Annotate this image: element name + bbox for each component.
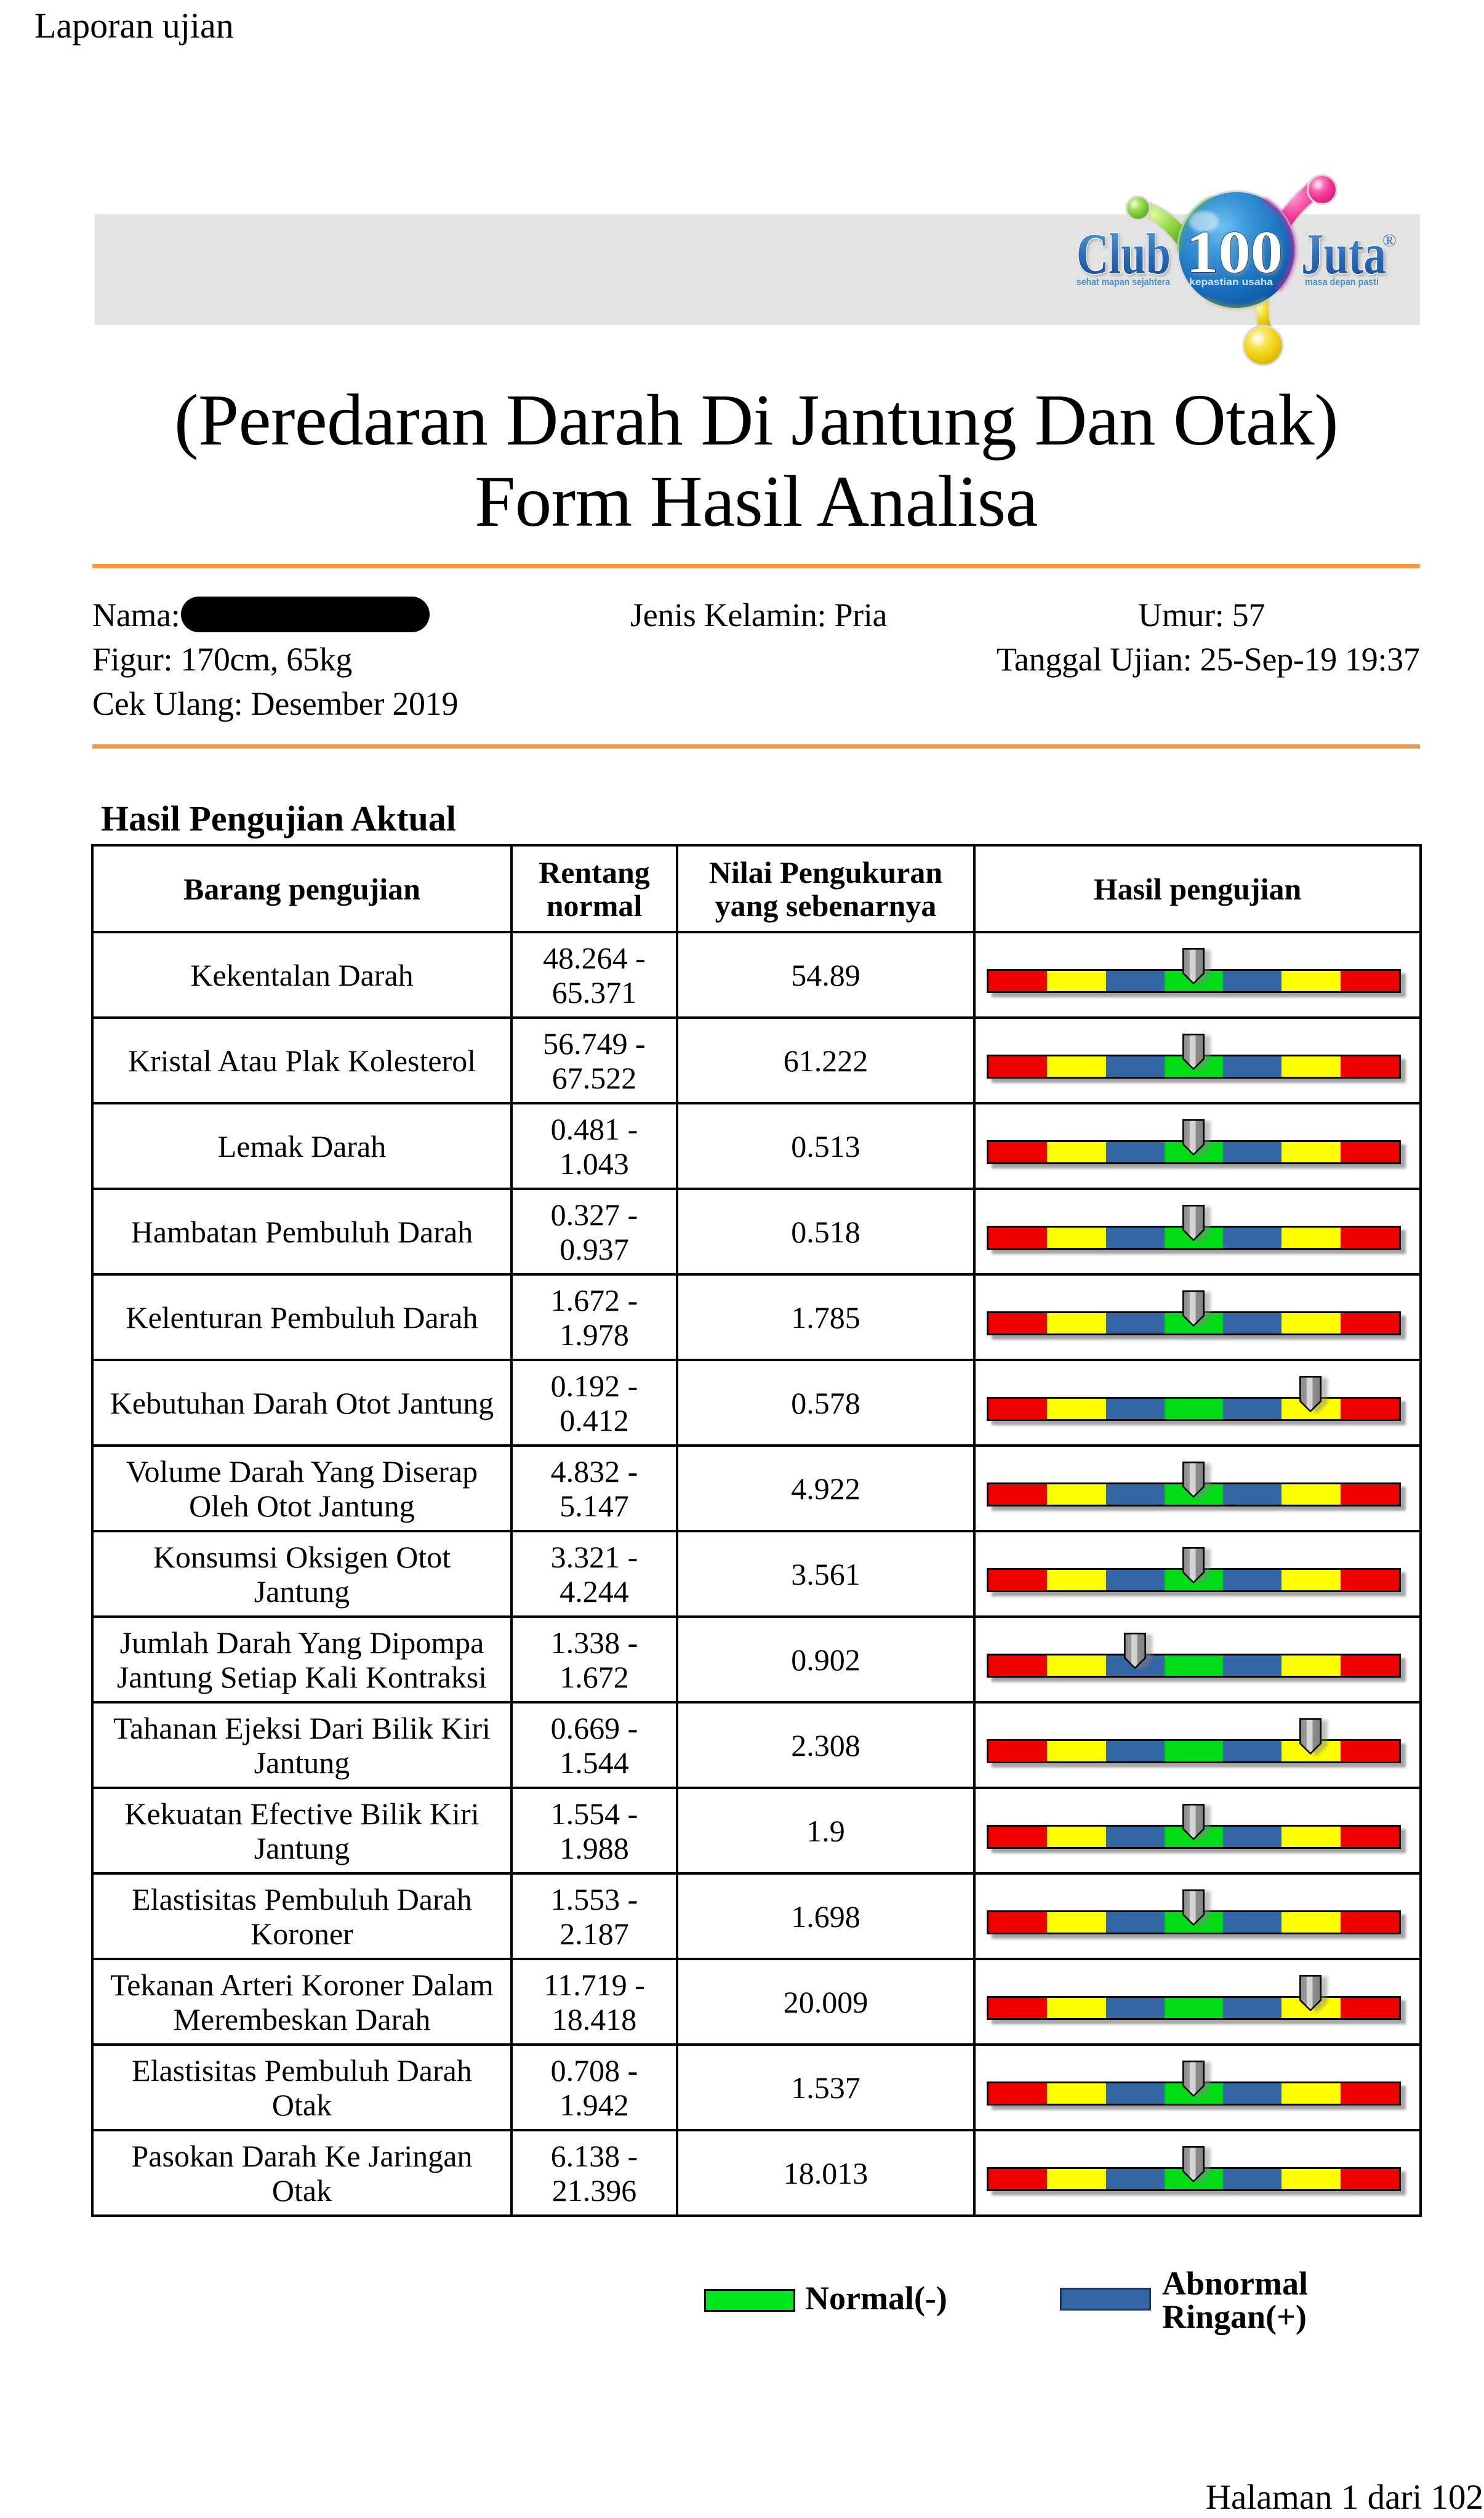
svg-text:®: ® xyxy=(1382,230,1397,251)
svg-text:kepastian usaha: kepastian usaha xyxy=(1189,277,1273,288)
svg-text:100: 100 xyxy=(1186,219,1283,285)
svg-text:Juta: Juta xyxy=(1301,222,1386,286)
svg-text:sehat mapan sejahtera: sehat mapan sejahtera xyxy=(1077,277,1170,288)
svg-text:Club: Club xyxy=(1077,222,1171,286)
svg-text:masa depan pasti: masa depan pasti xyxy=(1305,277,1379,288)
